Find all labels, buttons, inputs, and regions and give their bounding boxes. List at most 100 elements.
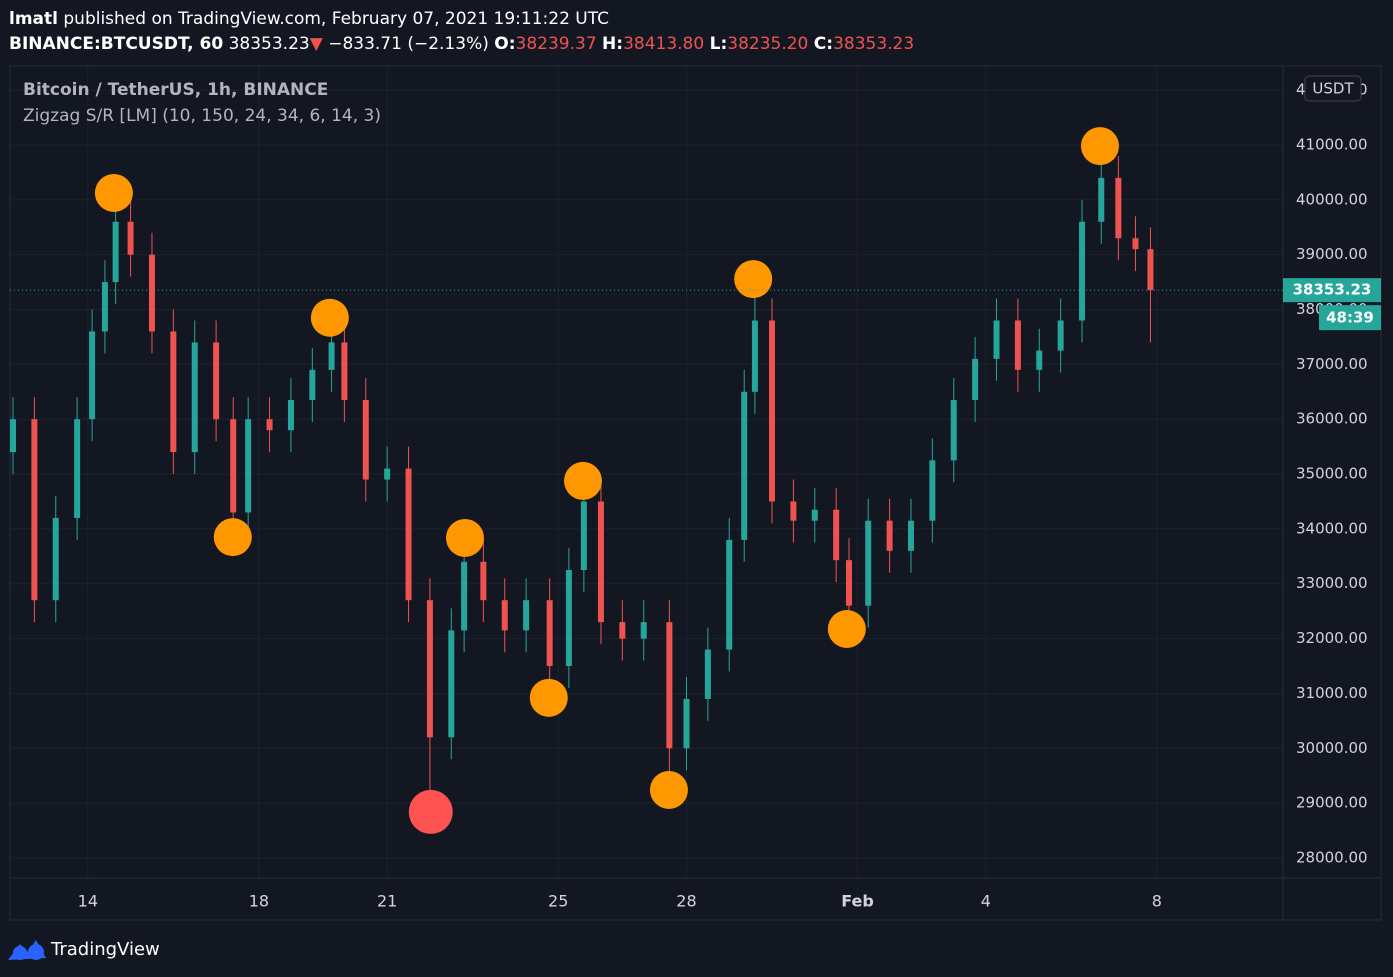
brand: TradingView xyxy=(50,939,160,960)
candle-body xyxy=(1132,238,1139,250)
candle-body xyxy=(309,369,316,401)
zigzag-point xyxy=(649,770,688,809)
candle-body xyxy=(845,560,852,606)
candle-body xyxy=(1057,320,1064,351)
candle-body xyxy=(751,320,758,392)
candle-body xyxy=(266,419,273,431)
y-tick-label: 35000.00 xyxy=(1296,465,1368,483)
candle-body xyxy=(865,520,872,606)
header: lmatl published on TradingView.com, Febr… xyxy=(9,7,914,57)
candle-body xyxy=(790,501,797,521)
x-tick-label: 8 xyxy=(1152,892,1162,911)
o: 38239.37 xyxy=(515,34,597,54)
candle-body xyxy=(362,400,369,480)
candle-body xyxy=(1115,177,1122,239)
candle-body xyxy=(501,600,508,631)
candle-body xyxy=(170,331,177,453)
candle-body xyxy=(1014,320,1021,370)
y-tick-label: 37000.00 xyxy=(1296,355,1368,373)
candle-body xyxy=(929,460,936,521)
candle-body xyxy=(769,320,776,502)
candle-body xyxy=(972,358,979,401)
candle-body xyxy=(384,468,391,480)
zigzag-point xyxy=(310,298,349,337)
candle-body xyxy=(811,509,818,521)
candle-body xyxy=(886,520,893,551)
candle-body xyxy=(101,282,108,332)
candle-body xyxy=(480,561,487,601)
c-label: C: xyxy=(813,34,834,54)
candle-body xyxy=(993,320,1000,359)
candle-body xyxy=(1079,221,1086,321)
candle-body xyxy=(950,400,957,461)
candle-body xyxy=(328,342,335,370)
candle-body xyxy=(741,391,748,540)
zigzag-point xyxy=(734,260,773,299)
candle-body xyxy=(580,501,587,571)
candle-body xyxy=(127,221,134,255)
candle-body xyxy=(523,600,530,631)
logo: TradingView xyxy=(8,939,160,960)
x-tick-label: 25 xyxy=(548,892,568,911)
price-box xyxy=(1283,278,1381,303)
zigzag-point xyxy=(827,609,866,648)
zigzag-point xyxy=(563,461,602,500)
indicator-legend: Zigzag S/R [LM] (10, 150, 24, 34, 6, 14,… xyxy=(23,106,381,126)
candle-body xyxy=(546,600,553,667)
candle-body xyxy=(1147,249,1154,291)
y-tick-label: 32000.00 xyxy=(1296,629,1368,647)
o-label: O: xyxy=(494,34,516,54)
chart-title: Bitcoin / TetherUS, 1h, BINANCE xyxy=(23,80,328,100)
candle-body xyxy=(666,622,673,749)
candle-body xyxy=(9,419,16,453)
countdown-box xyxy=(1319,305,1381,331)
y-tick-label: 31000.00 xyxy=(1296,684,1368,702)
countdown: 48:39 xyxy=(1326,309,1374,327)
published: published on TradingView.com, February 0… xyxy=(63,9,610,29)
candle-body xyxy=(704,649,711,699)
zigzag-point xyxy=(529,678,568,717)
panel xyxy=(9,65,1382,921)
zigzag-point xyxy=(1080,127,1119,166)
candle-body xyxy=(597,501,604,623)
marks xyxy=(9,127,1283,834)
candle-body xyxy=(245,419,252,513)
h: 38413.80 xyxy=(623,34,705,54)
quote-line: BINANCE:BTCUSDT, 60 38353.23 ▼ −833.71 (−… xyxy=(9,32,914,57)
candle-body xyxy=(341,342,348,401)
candle-body xyxy=(112,221,119,283)
candle-body xyxy=(287,400,294,431)
candle-body xyxy=(31,419,38,601)
zigzag-point xyxy=(445,518,484,557)
x-tick-label: 4 xyxy=(981,892,991,911)
y-tick-label: 36000.00 xyxy=(1296,410,1368,428)
axis: 28000.00 29000.00 30000.00 31000.00 32000.00… xyxy=(78,81,1381,911)
l: 38235.20 xyxy=(727,34,809,54)
x-tick-label: 28 xyxy=(676,892,696,911)
change: −833.71 (−2.13%) xyxy=(328,34,489,54)
candle-body xyxy=(640,622,647,639)
author: lmatl xyxy=(9,9,58,29)
candle-body xyxy=(74,419,81,518)
y-tick-label: 33000.00 xyxy=(1296,574,1368,592)
c: 38353.23 xyxy=(833,34,915,54)
symbol: BINANCE:BTCUSDT, 60 xyxy=(9,34,224,54)
candle-body xyxy=(619,622,626,639)
candle-body xyxy=(726,539,733,650)
candle-body xyxy=(683,698,690,749)
candle-body xyxy=(230,419,237,513)
candle-body xyxy=(89,331,96,420)
l-label: L: xyxy=(709,34,728,54)
candle-body xyxy=(1036,350,1043,370)
candle-body xyxy=(907,520,914,551)
zigzag-point xyxy=(408,789,453,834)
candle-body xyxy=(833,509,840,561)
price-label: 38353.23 xyxy=(1293,281,1372,299)
arrow: ▼ xyxy=(309,34,323,54)
candle-body xyxy=(52,517,59,601)
currency: USDT xyxy=(1312,80,1354,98)
currency-box xyxy=(1304,75,1362,102)
y-tick-label: 30000.00 xyxy=(1296,739,1368,757)
